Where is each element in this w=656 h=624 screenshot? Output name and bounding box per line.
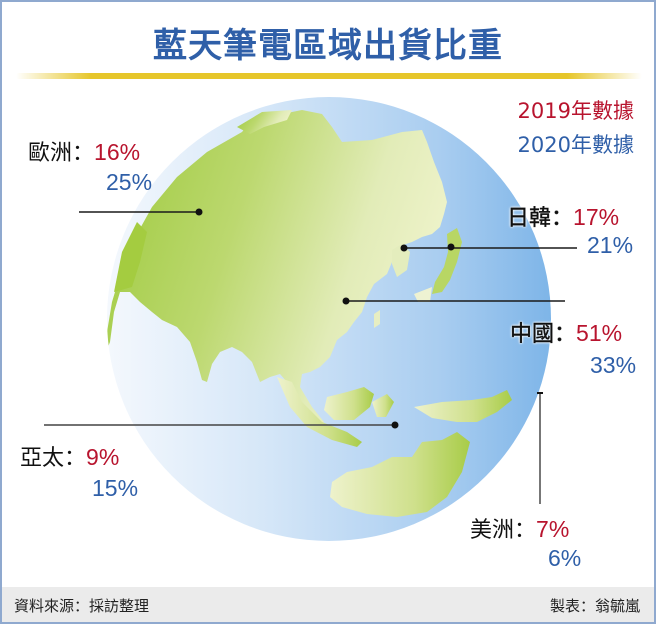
asia-pacific-dot xyxy=(391,421,399,429)
japan-dot xyxy=(447,243,455,251)
chart-title: 藍天筆電區域出貨比重 xyxy=(153,26,503,66)
region-name: 亞太 xyxy=(20,446,65,471)
americas-tick xyxy=(537,392,543,394)
korea-dot xyxy=(400,244,408,252)
leader-lines xyxy=(44,208,577,504)
americas-value-2020: 6% xyxy=(548,545,582,571)
asia-pacific-value-2020: 15% xyxy=(92,475,139,501)
label-japan-korea: 日韓：17% xyxy=(507,200,619,232)
new-guinea xyxy=(414,390,512,422)
separator: ： xyxy=(64,446,87,471)
indonesia xyxy=(277,377,362,447)
source-text: 資料來源：採訪整理 xyxy=(14,597,150,615)
value-2019: 51% xyxy=(576,320,623,346)
australia xyxy=(330,432,470,517)
legend-2020: 2020年數據 xyxy=(518,129,634,159)
title-divider xyxy=(16,73,642,79)
region-name: 美洲 xyxy=(470,518,515,543)
japan xyxy=(432,228,462,294)
europe-dot xyxy=(195,208,203,216)
value-2019: 7% xyxy=(536,516,570,542)
legend-2020-label: 2020年數據 xyxy=(517,133,634,157)
legend-2019-label: 2019年數據 xyxy=(517,99,634,123)
region-name: 中國 xyxy=(510,322,555,347)
japan-korea-value-2020: 21% xyxy=(587,232,634,258)
separator: ： xyxy=(72,141,95,166)
separator: ： xyxy=(554,322,577,347)
label-china: 中國：51% xyxy=(510,316,622,348)
value-2019: 16% xyxy=(94,139,141,165)
europe-value-2020: 25% xyxy=(106,169,153,195)
separator: ： xyxy=(551,206,574,231)
china-dot xyxy=(342,297,350,305)
china-value-2020: 33% xyxy=(590,352,637,378)
credit-text: 製表：翁毓嵐 xyxy=(549,597,640,615)
region-name: 日韓 xyxy=(507,206,552,231)
value-2019: 17% xyxy=(573,204,620,230)
label-americas: 美洲：7% xyxy=(470,512,569,544)
separator: ： xyxy=(514,518,537,543)
label-asia-pacific: 亞太：9% xyxy=(20,440,119,472)
eurasia-landmass xyxy=(107,110,447,427)
legend-2019: 2019年數據 xyxy=(518,95,634,125)
footer-bar: 資料來源：採訪整理 製表：翁毓嵐 xyxy=(2,587,654,622)
label-europe: 歐洲：16% xyxy=(28,135,140,167)
korea xyxy=(392,244,410,277)
region-name: 歐洲 xyxy=(28,141,73,166)
value-2019: 9% xyxy=(86,444,120,470)
